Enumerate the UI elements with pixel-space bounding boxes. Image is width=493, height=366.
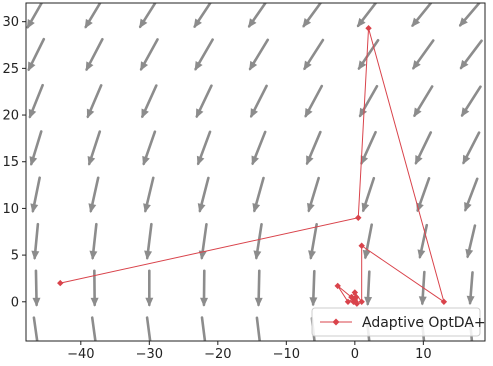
- vector-arrow: [360, 130, 377, 166]
- vector-arrow: [307, 176, 320, 213]
- vector-arrow: [252, 176, 265, 213]
- vector-arrow: [28, 83, 44, 119]
- vector-arrow: [30, 176, 41, 214]
- legend-box: [311, 307, 481, 337]
- vector-arrow: [145, 316, 152, 341]
- y-axis: 0 5 10 15 20 25 30: [2, 15, 26, 310]
- data-point: [334, 282, 341, 290]
- x-tick-label: −20: [204, 347, 231, 362]
- vector-arrow: [26, 3, 44, 29]
- vector-arrow: [417, 223, 429, 259]
- x-tick-label: 0: [351, 347, 359, 362]
- vector-arrow: [303, 38, 325, 71]
- vector-arrow: [413, 85, 434, 118]
- vector-arrow: [464, 177, 479, 212]
- data-point: [365, 25, 372, 32]
- vector-arrow: [194, 38, 214, 71]
- vector-arrow: [358, 84, 379, 118]
- y-tick-label: 10: [2, 202, 19, 217]
- vector-arrow: [84, 3, 102, 29]
- vector-arrow: [459, 39, 483, 70]
- data-point: [57, 279, 64, 287]
- vector-arrow: [87, 130, 102, 166]
- vector-arrow: [31, 222, 40, 261]
- vector-arrow: [249, 84, 268, 118]
- vector-arrow: [458, 3, 481, 27]
- vector-arrow: [197, 176, 210, 213]
- vector-arrow: [305, 130, 322, 166]
- x-tick-label: −40: [67, 347, 94, 362]
- y-tick-label: 5: [11, 249, 19, 264]
- y-tick-label: 0: [11, 295, 19, 310]
- vector-arrow: [460, 85, 482, 118]
- vector-arrow: [308, 223, 318, 260]
- vector-arrow: [86, 84, 103, 119]
- data-point: [358, 298, 365, 305]
- vector-arrow: [200, 269, 209, 307]
- vector-arrow: [253, 222, 263, 260]
- vector-arrow: [139, 38, 159, 72]
- vector-arrow: [361, 176, 376, 213]
- vector-arrow: [466, 271, 475, 306]
- vector-arrow: [411, 3, 433, 28]
- vector-arrow: [88, 176, 100, 213]
- legend-marker: [332, 318, 340, 326]
- y-tick-label: 20: [2, 109, 19, 124]
- vector-arrow: [304, 84, 324, 118]
- legend: Adaptive OptDA+: [311, 307, 486, 337]
- vector-arrow: [414, 131, 433, 165]
- data-point: [351, 289, 359, 296]
- vector-arrow: [462, 131, 481, 165]
- vector-arrow: [145, 269, 154, 307]
- data-point: [440, 298, 448, 305]
- vector-field: [26, 3, 483, 341]
- vector-arrow: [357, 38, 380, 71]
- y-tick-label: 30: [2, 15, 19, 30]
- x-tick-label: −30: [136, 347, 163, 362]
- vector-arrow: [255, 316, 262, 341]
- vector-arrow: [89, 222, 98, 260]
- vector-arrow: [200, 316, 207, 341]
- data-point: [355, 214, 362, 221]
- y-tick-label: 15: [2, 155, 19, 170]
- plot-frame: [25, 2, 486, 342]
- vector-arrow: [90, 269, 99, 307]
- vector-arrow: [193, 3, 212, 29]
- x-tick-label: 10: [415, 347, 432, 362]
- vector-arrow: [27, 37, 46, 72]
- vector-arrow: [142, 130, 157, 166]
- vector-arrow: [309, 269, 318, 307]
- vector-arrow: [144, 222, 153, 260]
- data-point: [344, 298, 352, 305]
- vector-arrow: [195, 84, 213, 119]
- vector-arrow: [364, 270, 373, 306]
- vector-arrow: [196, 130, 212, 166]
- vector-arrow: [248, 38, 270, 71]
- vector-arrow: [254, 269, 263, 307]
- vector-arrow: [32, 269, 41, 307]
- vector-arrow: [29, 130, 43, 166]
- x-tick-label: −10: [273, 347, 300, 362]
- vector-arrow: [412, 39, 435, 70]
- vector-arrow: [90, 316, 97, 341]
- vector-arrow: [32, 316, 39, 341]
- trajectory-series: [57, 25, 448, 307]
- vector-arrow: [251, 130, 267, 166]
- vector-arrow: [143, 176, 155, 213]
- vector-arrow: [85, 37, 104, 72]
- legend-label: Adaptive OptDA+: [362, 315, 486, 331]
- vector-arrow: [465, 224, 477, 259]
- x-axis: −40 −30 −20 −10 0 10: [67, 341, 432, 362]
- vector-arrow: [138, 3, 157, 29]
- data-point: [358, 242, 365, 249]
- y-tick-label: 25: [2, 62, 19, 77]
- vector-arrow: [141, 84, 158, 119]
- vector-arrow: [362, 223, 373, 260]
- data-point: [351, 298, 359, 305]
